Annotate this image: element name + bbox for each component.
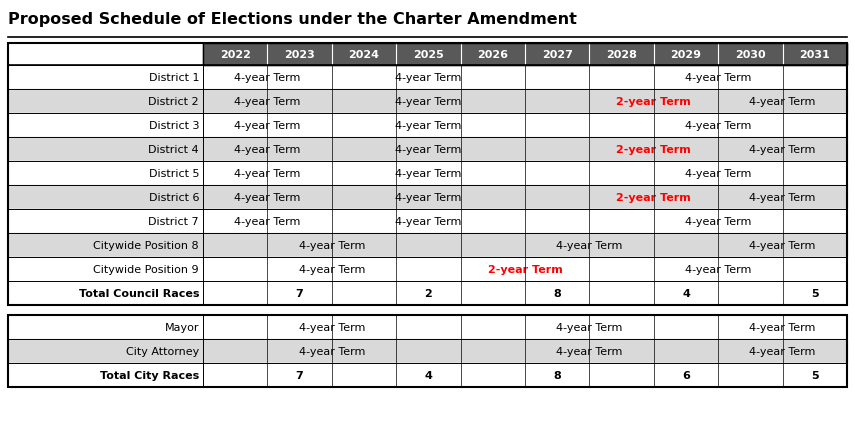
- Text: 8: 8: [553, 288, 561, 298]
- Text: 2029: 2029: [670, 50, 701, 60]
- Text: 4-year Term: 4-year Term: [750, 97, 816, 107]
- Text: 4-year Term: 4-year Term: [750, 240, 816, 250]
- Text: 2023: 2023: [284, 50, 315, 60]
- Text: 4-year Term: 4-year Term: [395, 73, 462, 83]
- Text: 4-year Term: 4-year Term: [298, 264, 365, 274]
- Text: 4-year Term: 4-year Term: [234, 97, 301, 107]
- Text: 2-year Term: 2-year Term: [487, 264, 563, 274]
- Text: 5: 5: [811, 288, 818, 298]
- Bar: [8, 114, 847, 138]
- Text: City Attorney: City Attorney: [126, 346, 199, 356]
- Text: 4-year Term: 4-year Term: [298, 346, 365, 356]
- Text: 4-year Term: 4-year Term: [234, 145, 301, 155]
- Text: District 1: District 1: [149, 73, 199, 83]
- Bar: [203, 44, 847, 66]
- Text: 2022: 2022: [220, 50, 251, 60]
- Text: 4-year Term: 4-year Term: [395, 169, 462, 178]
- Bar: [8, 339, 847, 363]
- Text: 4-year Term: 4-year Term: [557, 322, 622, 332]
- Text: 4-year Term: 4-year Term: [685, 217, 752, 227]
- Text: District 2: District 2: [149, 97, 199, 107]
- Text: 4-year Term: 4-year Term: [234, 169, 301, 178]
- Text: 2027: 2027: [542, 50, 573, 60]
- Bar: [8, 44, 847, 305]
- Text: District 6: District 6: [149, 193, 199, 203]
- Text: 4: 4: [682, 288, 690, 298]
- Text: Mayor: Mayor: [164, 322, 199, 332]
- Text: 2-year Term: 2-year Term: [616, 97, 691, 107]
- Bar: [203, 44, 847, 66]
- Text: 2025: 2025: [413, 50, 444, 60]
- Text: 4-year Term: 4-year Term: [557, 346, 622, 356]
- Bar: [8, 138, 847, 161]
- Bar: [8, 90, 847, 114]
- Bar: [8, 210, 847, 233]
- Text: Citywide Position 8: Citywide Position 8: [93, 240, 199, 250]
- Text: 2028: 2028: [606, 50, 637, 60]
- Bar: [8, 315, 847, 387]
- Text: 2-year Term: 2-year Term: [616, 193, 691, 203]
- Text: 4-year Term: 4-year Term: [395, 121, 462, 131]
- Text: 2-year Term: 2-year Term: [616, 145, 691, 155]
- Text: 4-year Term: 4-year Term: [395, 193, 462, 203]
- Text: 4-year Term: 4-year Term: [685, 264, 752, 274]
- Bar: [8, 66, 847, 90]
- Text: 4-year Term: 4-year Term: [750, 193, 816, 203]
- Text: 4-year Term: 4-year Term: [395, 217, 462, 227]
- Text: 4-year Term: 4-year Term: [395, 97, 462, 107]
- Bar: [8, 315, 847, 339]
- Text: 4-year Term: 4-year Term: [750, 346, 816, 356]
- Text: 4-year Term: 4-year Term: [557, 240, 622, 250]
- Text: 4-year Term: 4-year Term: [685, 121, 752, 131]
- Text: 5: 5: [811, 370, 818, 380]
- Bar: [8, 363, 847, 387]
- Bar: [8, 257, 847, 281]
- Text: 2024: 2024: [349, 50, 380, 60]
- Text: 2: 2: [425, 288, 433, 298]
- Text: 4-year Term: 4-year Term: [750, 145, 816, 155]
- Text: 7: 7: [296, 370, 304, 380]
- Text: Proposed Schedule of Elections under the Charter Amendment: Proposed Schedule of Elections under the…: [8, 12, 577, 27]
- Text: District 5: District 5: [149, 169, 199, 178]
- Bar: [8, 161, 847, 186]
- Text: Citywide Position 9: Citywide Position 9: [93, 264, 199, 274]
- Bar: [8, 66, 847, 305]
- Text: 4-year Term: 4-year Term: [234, 121, 301, 131]
- Text: 2026: 2026: [477, 50, 509, 60]
- Bar: [8, 281, 847, 305]
- Text: 4-year Term: 4-year Term: [234, 217, 301, 227]
- Text: 2030: 2030: [735, 50, 766, 60]
- Text: Total City Races: Total City Races: [100, 370, 199, 380]
- Text: 4-year Term: 4-year Term: [298, 240, 365, 250]
- Text: 7: 7: [296, 288, 304, 298]
- Text: 8: 8: [553, 370, 561, 380]
- Bar: [8, 233, 847, 257]
- Text: 4-year Term: 4-year Term: [298, 322, 365, 332]
- Text: District 7: District 7: [149, 217, 199, 227]
- Text: 4-year Term: 4-year Term: [685, 169, 752, 178]
- Text: 4: 4: [424, 370, 433, 380]
- Text: District 4: District 4: [149, 145, 199, 155]
- Text: 6: 6: [682, 370, 690, 380]
- Text: 4-year Term: 4-year Term: [234, 73, 301, 83]
- Text: Total Council Races: Total Council Races: [79, 288, 199, 298]
- Text: District 3: District 3: [149, 121, 199, 131]
- Text: 4-year Term: 4-year Term: [395, 145, 462, 155]
- Text: 4-year Term: 4-year Term: [234, 193, 301, 203]
- Bar: [8, 186, 847, 210]
- Text: 2031: 2031: [799, 50, 830, 60]
- Text: 4-year Term: 4-year Term: [750, 322, 816, 332]
- Text: 4-year Term: 4-year Term: [685, 73, 752, 83]
- Bar: [8, 315, 847, 387]
